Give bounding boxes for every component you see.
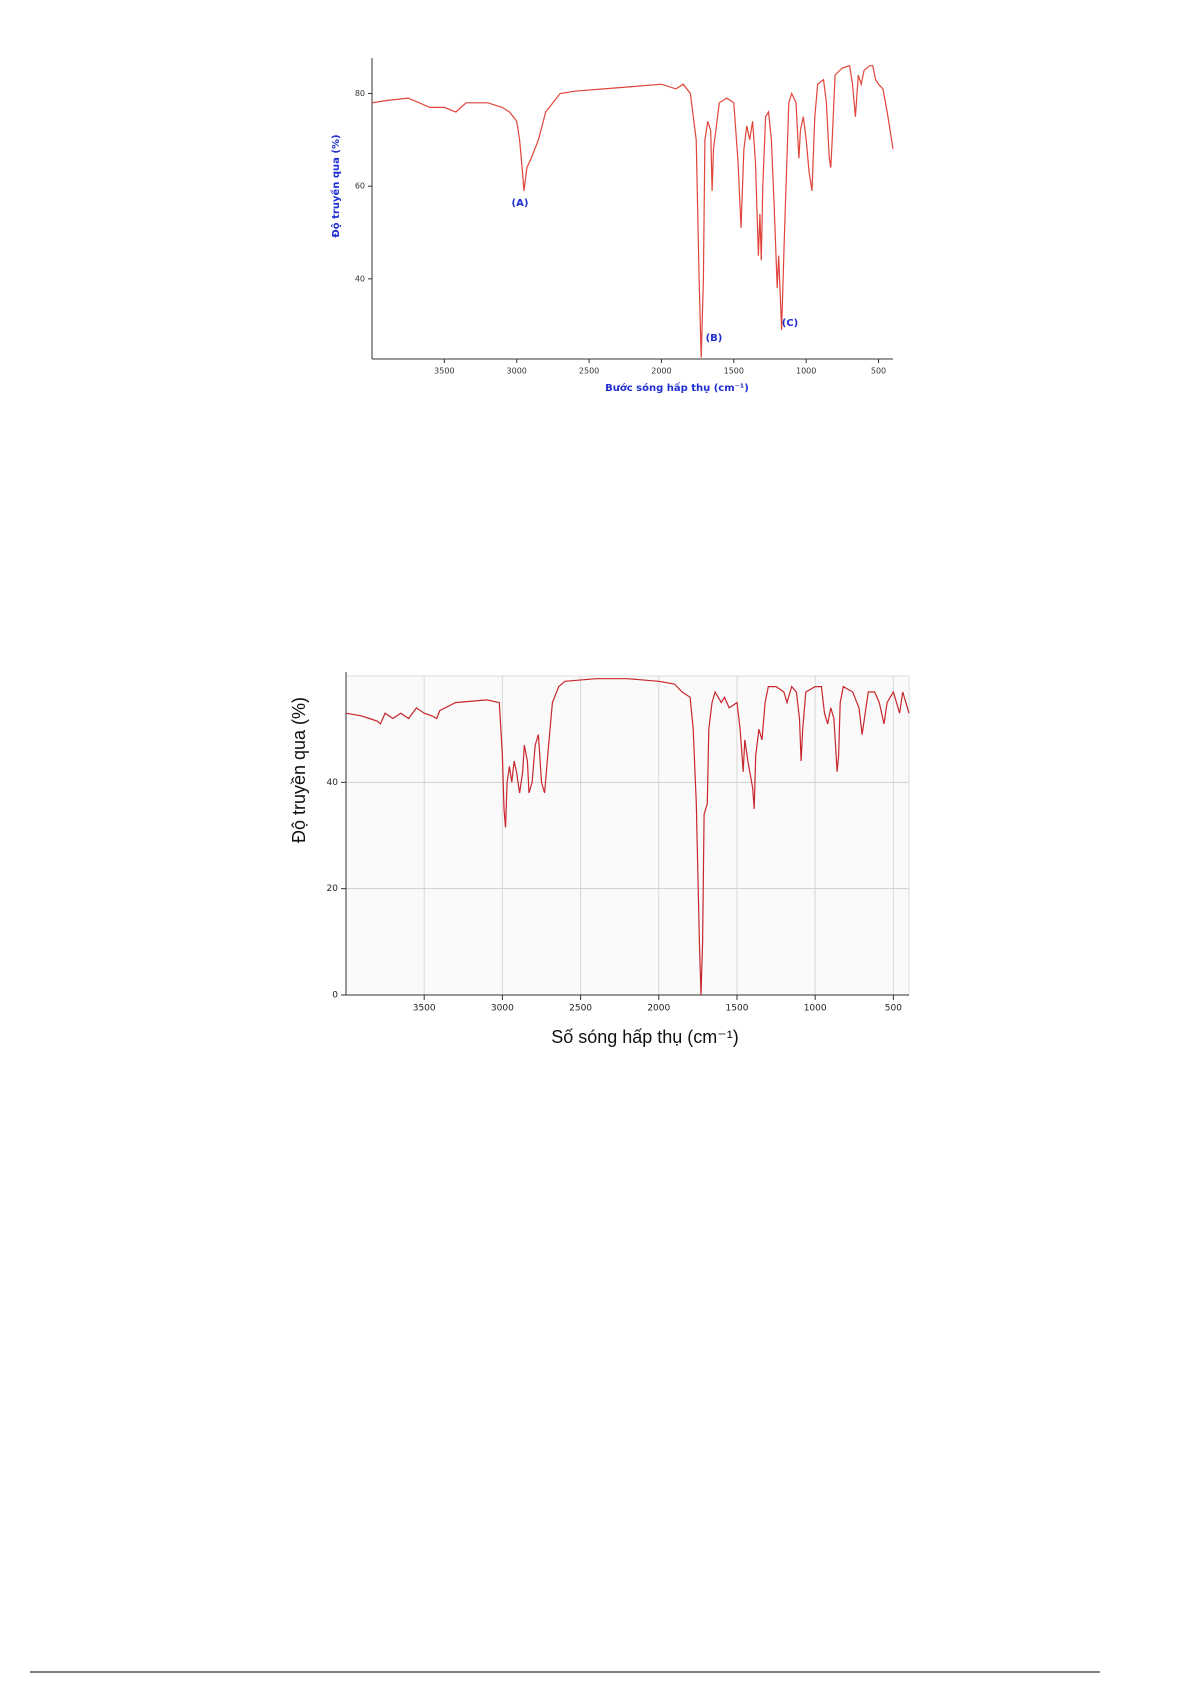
y-tick-label: 60 (355, 182, 365, 191)
y-tick-label: 0 (332, 991, 338, 1001)
peak-label: (C) (782, 318, 798, 329)
x-axis-label: Bước sóng hấp thụ (cm⁻¹) (605, 381, 749, 394)
y-tick-label: 80 (355, 89, 365, 98)
x-tick-label: 1500 (726, 1004, 749, 1014)
peak-label: (A) (512, 198, 529, 209)
spectrum-line (345, 678, 910, 996)
y-tick-label: 20 (327, 884, 339, 894)
x-tick-label: 3000 (491, 1004, 514, 1014)
x-tick-label: 3000 (507, 367, 527, 376)
x-tick-label: 3500 (434, 367, 454, 376)
spectrum-line (371, 64, 894, 358)
y-axis-label: Độ truyền qua (%) (329, 134, 342, 237)
x-axis-label: Số sóng hấp thụ (cm⁻¹) (551, 1027, 739, 1047)
y-tick-label: 40 (327, 778, 339, 788)
x-tick-label: 1000 (796, 367, 816, 376)
x-tick-label: 2500 (579, 367, 599, 376)
x-tick-label: 2500 (569, 1004, 592, 1014)
chart: 3500 3000 2500 2000 1500 1000 500 0 20 40 Độ truyề… (289, 672, 910, 1047)
x-tick-label: 3500 (413, 1004, 436, 1014)
x-tick-label: 500 (885, 1004, 902, 1014)
y-axis-label: Độ truyền qua (%) (289, 697, 309, 843)
x-tick-label: 500 (871, 367, 886, 376)
plot-area (345, 675, 910, 996)
x-tick-label: 2000 (647, 1004, 670, 1014)
x-tick-label: 1500 (724, 367, 744, 376)
y-tick-label: 40 (355, 274, 365, 283)
peak-label: (B) (706, 333, 723, 344)
x-tick-label: 2000 (651, 367, 671, 376)
x-tick-label: 1000 (804, 1004, 827, 1014)
chart: 3500 3000 2500 2000 1500 1000 500 40 60 80 Độ truy… (329, 58, 894, 394)
